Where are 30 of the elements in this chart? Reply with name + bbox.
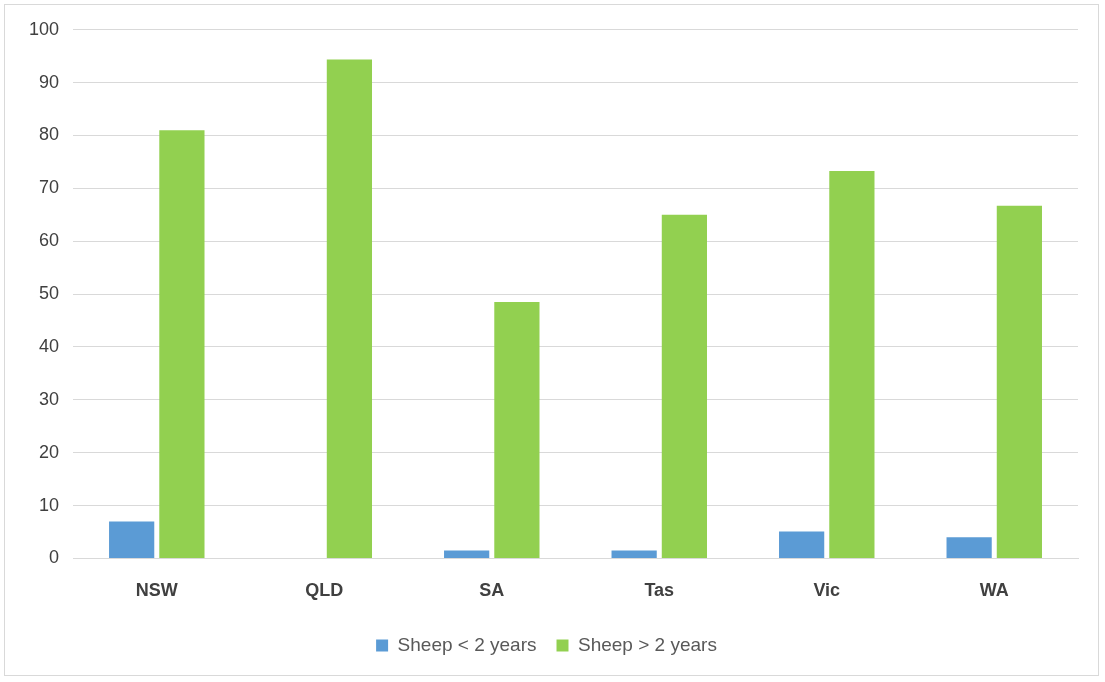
legend-label: Sheep < 2 years: [397, 633, 537, 655]
x-tick-label: SA: [479, 580, 505, 601]
bar: [996, 205, 1042, 558]
bar: [946, 537, 992, 558]
bar: [611, 550, 657, 558]
bar: [159, 130, 205, 558]
x-tick-label: WA: [979, 580, 1009, 601]
x-tick-label: NSW: [135, 580, 178, 601]
y-tick-label: 0: [49, 547, 60, 568]
y-tick-label: 100: [28, 18, 60, 39]
y-tick-label: 20: [39, 441, 60, 462]
y-tick-label: 80: [39, 124, 60, 145]
bar: [829, 170, 875, 558]
bar: [494, 302, 540, 558]
x-tick-label: Vic: [813, 580, 841, 601]
y-tick-label: 40: [39, 335, 60, 356]
bar: [444, 550, 490, 558]
y-tick-label: 10: [39, 494, 60, 515]
y-tick-label: 60: [39, 230, 60, 251]
x-tick-label: QLD: [305, 580, 344, 601]
x-tick-label: Tas: [644, 580, 675, 601]
bar: [109, 521, 155, 558]
bar: [779, 531, 825, 558]
y-tick-label: 90: [39, 71, 60, 92]
y-tick-label: 50: [39, 283, 60, 304]
y-tick-label: 30: [39, 388, 60, 409]
legend-label: Sheep > 2 years: [578, 633, 717, 655]
bar: [326, 59, 373, 558]
bar: [661, 214, 707, 558]
y-tick-label: 70: [39, 177, 60, 198]
